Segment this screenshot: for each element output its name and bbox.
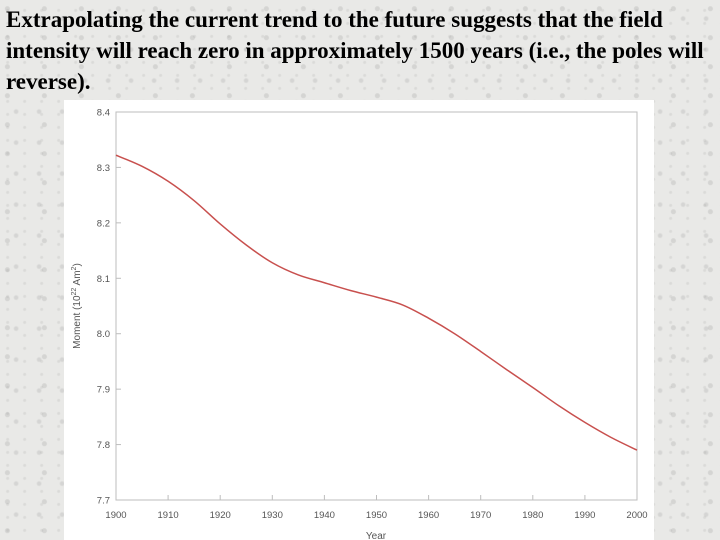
y-tick-label: 7.7 — [97, 496, 110, 507]
x-tick-label: 2000 — [626, 510, 647, 521]
y-axis-title: Moment (1022 Am2) — [71, 263, 83, 349]
x-tick-label: 1970 — [470, 510, 491, 521]
y-tick-label: 8.2 — [97, 218, 110, 229]
y-tick-label: 8.3 — [97, 163, 110, 174]
y-tick-label: 8.1 — [97, 274, 110, 285]
slide-title: Extrapolating the current trend to the f… — [6, 7, 704, 94]
x-tick-label: 1950 — [366, 510, 387, 521]
y-axis-title-main: Moment (10 — [72, 295, 83, 349]
y-axis-title-sup: 22 — [71, 288, 78, 296]
x-tick-label: 1960 — [418, 510, 439, 521]
y-axis: 7.7 7.8 7.9 8.0 8.1 8.2 8.3 8.4 — [97, 108, 121, 507]
x-tick-label: 1940 — [314, 510, 335, 521]
x-tick-label: 1900 — [105, 510, 126, 521]
x-axis-title: Year — [366, 531, 387, 540]
plot-frame — [115, 111, 638, 501]
x-tick-label: 1990 — [574, 510, 595, 521]
moment-chart: 7.7 7.8 7.9 8.0 8.1 8.2 8.3 8.4 1900 1910 1920 193… — [71, 108, 648, 540]
y-tick-label: 7.8 — [97, 440, 110, 451]
x-axis: 1900 1910 1920 1930 1940 1950 1960 1970 1980 1990… — [105, 495, 648, 521]
x-tick-label: 1910 — [158, 510, 179, 521]
x-tick-label: 1930 — [262, 510, 283, 521]
y-axis-title-end: ) — [72, 263, 83, 266]
y-axis-title-unit: Am — [72, 270, 83, 287]
y-tick-label: 8.4 — [97, 108, 110, 119]
chart-panel: 7.7 7.8 7.9 8.0 8.1 8.2 8.3 8.4 1900 1910 1920 193… — [64, 100, 654, 540]
y-tick-label: 8.0 — [97, 329, 110, 340]
moment-line — [115, 154, 638, 451]
x-tick-label: 1980 — [522, 510, 543, 521]
x-tick-label: 1920 — [210, 510, 231, 521]
y-axis-title-sup2: 2 — [71, 266, 78, 270]
y-tick-label: 7.9 — [97, 385, 110, 396]
